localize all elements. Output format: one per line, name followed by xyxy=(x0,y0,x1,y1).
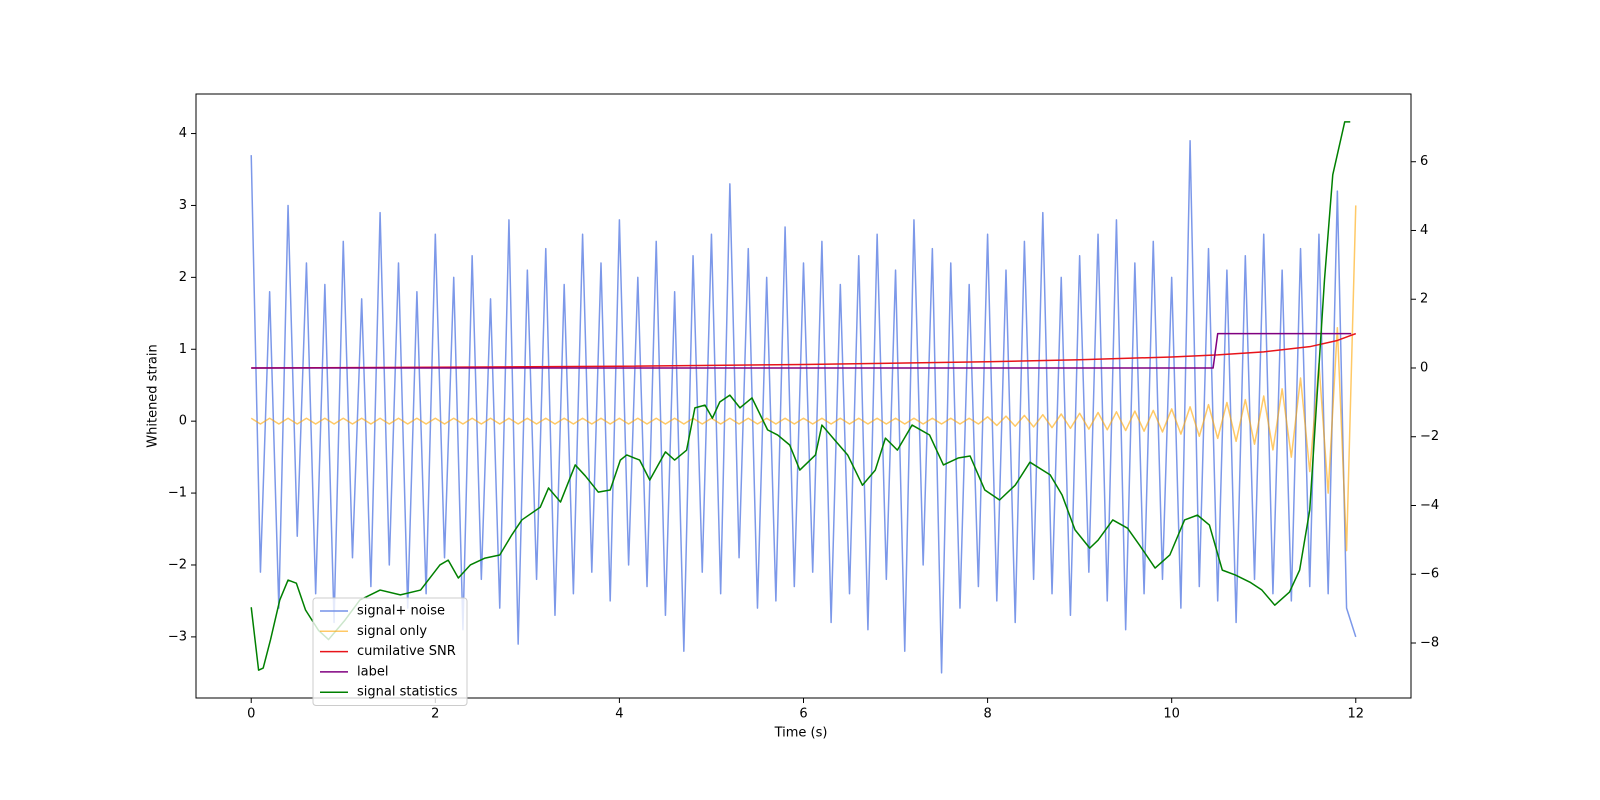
x-tick-label: 0 xyxy=(247,707,255,722)
y-tick-label: 3 xyxy=(179,198,187,213)
series-line xyxy=(251,332,1352,369)
legend-label: signal statistics xyxy=(357,685,458,700)
y2-tick-label: −4 xyxy=(1420,498,1439,513)
y2-tick-label: 0 xyxy=(1420,360,1428,375)
legend-label: label xyxy=(357,664,388,679)
x-tick-label: 10 xyxy=(1163,707,1180,722)
y-tick-label: −3 xyxy=(168,629,187,644)
legend-label: signal+ noise xyxy=(357,604,445,619)
y-tick-label: 2 xyxy=(179,270,187,285)
y2-tick-label: −8 xyxy=(1420,635,1439,650)
x-tick-label: 2 xyxy=(431,707,439,722)
y-tick-label: −2 xyxy=(168,557,187,572)
y2-tick-label: 4 xyxy=(1420,223,1428,238)
y2-tick-label: 6 xyxy=(1420,154,1428,169)
x-tick-label: 4 xyxy=(615,707,623,722)
x-tick-label: 6 xyxy=(799,707,807,722)
series-line xyxy=(251,332,1357,369)
y2-tick-label: −2 xyxy=(1420,429,1439,444)
legend-label: signal only xyxy=(357,624,427,639)
y-tick-label: 0 xyxy=(179,414,187,429)
x-axis-label: Time (s) xyxy=(774,726,828,741)
y-axis-label: Whitened strain xyxy=(146,344,161,447)
series-line xyxy=(250,205,1357,552)
series-line xyxy=(250,139,1357,674)
y-tick-label: 4 xyxy=(179,126,187,141)
x-tick-label: 8 xyxy=(983,707,991,722)
series-line xyxy=(250,121,1351,671)
y-tick-label: −1 xyxy=(168,486,187,501)
y2-tick-label: 2 xyxy=(1420,292,1428,307)
y2-tick-label: −6 xyxy=(1420,567,1439,582)
legend-label: cumilative SNR xyxy=(357,644,456,659)
x-tick-label: 12 xyxy=(1347,707,1364,722)
legend-box xyxy=(312,597,468,706)
y-tick-label: 1 xyxy=(179,342,187,357)
